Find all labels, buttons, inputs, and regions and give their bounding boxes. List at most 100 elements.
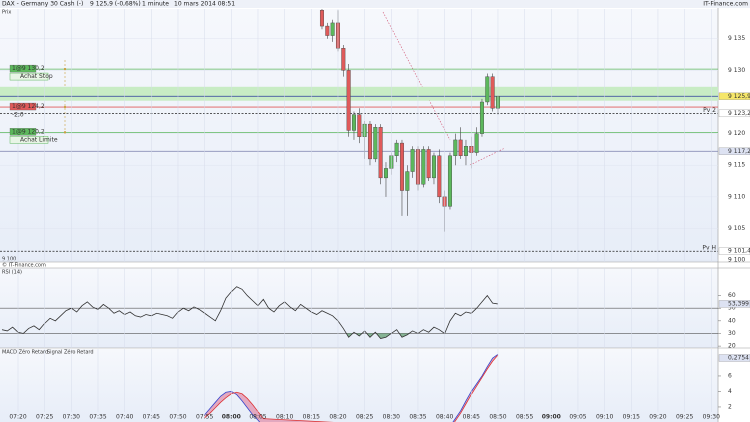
candle-body bbox=[346, 70, 351, 131]
candle-body bbox=[357, 114, 362, 137]
level-label-bg bbox=[718, 92, 750, 100]
level-label: 9 117,2 bbox=[728, 148, 750, 155]
order-tag[interactable] bbox=[9, 64, 37, 73]
candle-body bbox=[410, 149, 415, 172]
level-label-bg bbox=[718, 109, 750, 118]
x-tick-label: 07:20 bbox=[9, 414, 26, 421]
series-line bbox=[1, 286, 499, 339]
order-pnl: -2,0 bbox=[12, 112, 24, 119]
candle-body bbox=[341, 48, 346, 71]
order-label: 1@9 120,2 bbox=[12, 128, 45, 135]
candle-body bbox=[319, 10, 324, 27]
x-tick-label: 09:10 bbox=[596, 414, 613, 421]
x-tick-label: 08:50 bbox=[489, 414, 506, 421]
candle-body bbox=[394, 142, 399, 156]
level-label: 9 125,9 bbox=[728, 93, 750, 100]
candle-body bbox=[426, 149, 431, 179]
x-tick-label: 08:55 bbox=[516, 414, 533, 421]
annotation: 0,2754 bbox=[728, 355, 749, 362]
candle-body bbox=[490, 76, 495, 109]
x-tick-label: 08:40 bbox=[436, 414, 453, 421]
cursor-price: 9 100 bbox=[2, 257, 16, 263]
order-action-box[interactable] bbox=[9, 72, 49, 81]
candle-body bbox=[463, 146, 468, 156]
candle-body bbox=[453, 139, 458, 156]
annotation-bg bbox=[718, 354, 750, 362]
x-tick-label: 08:35 bbox=[409, 414, 426, 421]
y-tick-label: 60 bbox=[728, 292, 736, 299]
candle-body bbox=[437, 155, 442, 198]
panel-title: RSI (14) bbox=[2, 270, 22, 276]
candle-body bbox=[458, 139, 463, 156]
y-tick-label: 40 bbox=[728, 317, 736, 324]
x-tick-label: 07:35 bbox=[89, 414, 106, 421]
x-tick-label: 09:00 bbox=[542, 414, 561, 421]
order-action-box[interactable] bbox=[9, 136, 49, 144]
macd-panel bbox=[0, 349, 718, 422]
candle-body bbox=[421, 149, 426, 185]
candle-body bbox=[378, 127, 383, 179]
candle-body bbox=[431, 155, 436, 179]
candle-body bbox=[367, 123, 372, 160]
order-dot bbox=[63, 105, 67, 109]
instrument: DAX - Germany 30 Cash (-) bbox=[2, 1, 83, 8]
order-tag[interactable] bbox=[9, 102, 37, 111]
candle-body bbox=[373, 127, 378, 160]
x-tick-label: 08:25 bbox=[356, 414, 373, 421]
x-tick-label: 07:25 bbox=[36, 414, 53, 421]
series-line bbox=[204, 354, 499, 422]
x-tick-label: 09:30 bbox=[703, 414, 720, 421]
x-tick-label: 08:15 bbox=[303, 414, 320, 421]
y-tick-label: 20 bbox=[728, 343, 736, 350]
header-bar bbox=[0, 0, 750, 8]
y-tick-label: 9 100 bbox=[728, 257, 745, 264]
trend-line bbox=[382, 11, 451, 141]
series-line bbox=[204, 353, 499, 422]
candle-body bbox=[383, 168, 388, 179]
order-tag[interactable] bbox=[9, 128, 37, 136]
interval: 1 minute bbox=[142, 1, 169, 8]
copyright: © IT-Finance.com bbox=[2, 262, 46, 269]
order-action: Achat Limite bbox=[20, 136, 58, 143]
price-zone bbox=[0, 86, 718, 101]
legend-entry: MACD Zéro Retard bbox=[2, 349, 48, 356]
y-tick-label: 9 130 bbox=[728, 67, 745, 74]
x-tick-label: 09:05 bbox=[569, 414, 586, 421]
x-tick-label: 08:00 bbox=[222, 414, 241, 421]
level-tag: Pv 2 bbox=[703, 107, 716, 114]
candle-body bbox=[474, 133, 479, 153]
y-tick-label: 9 110 bbox=[728, 193, 745, 200]
y-tick-label: 4 bbox=[728, 388, 732, 395]
x-tick-label: 09:20 bbox=[649, 414, 666, 421]
order-dot bbox=[63, 67, 67, 71]
x-tick-label: 08:20 bbox=[329, 414, 346, 421]
order-label: 1@9 130,2 bbox=[12, 65, 45, 72]
candle-body bbox=[485, 76, 490, 103]
x-tick-label: 08:10 bbox=[276, 414, 293, 421]
last-value-label: 53,399 bbox=[728, 300, 749, 307]
row-label: Prix bbox=[2, 10, 11, 16]
x-tick-label: 07:55 bbox=[196, 414, 213, 421]
x-tick-label: 08:45 bbox=[463, 414, 480, 421]
x-tick-label: 07:30 bbox=[63, 414, 80, 421]
order-label: 1@9 124,2 bbox=[12, 103, 45, 110]
candle-body bbox=[479, 101, 484, 134]
last-value-bg bbox=[718, 300, 750, 308]
y-tick-label: 9 115 bbox=[728, 162, 745, 169]
y-tick-label: 6 bbox=[728, 372, 732, 379]
order-dot bbox=[63, 131, 67, 134]
y-tick-label: 2 bbox=[728, 403, 732, 410]
x-tick-label: 09:15 bbox=[623, 414, 640, 421]
y-tick-label: 9 120 bbox=[728, 130, 745, 137]
y-tick-label: 50 bbox=[728, 305, 736, 312]
x-tick-label: 07:50 bbox=[169, 414, 186, 421]
level-label: 9 101,4 bbox=[728, 248, 750, 255]
trend-line bbox=[469, 147, 506, 166]
brand: IT-Finance.com bbox=[703, 1, 748, 8]
x-tick-label: 08:05 bbox=[249, 414, 266, 421]
y-tick-label: 9 135 bbox=[728, 35, 745, 42]
level-label-bg bbox=[718, 147, 750, 155]
quote: 9 125,9 (-0,68%) bbox=[90, 1, 141, 8]
